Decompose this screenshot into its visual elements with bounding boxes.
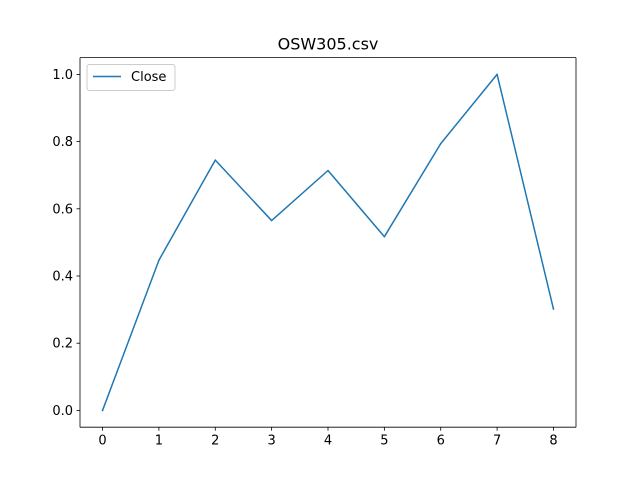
x-tick-label: 6 xyxy=(437,434,445,449)
x-tick-label: 3 xyxy=(267,434,275,449)
data-point xyxy=(158,259,160,261)
y-tick-label: 0.6 xyxy=(52,202,73,217)
x-tick-label: 8 xyxy=(549,434,557,449)
x-tick-label: 1 xyxy=(155,434,163,449)
data-point xyxy=(270,219,273,222)
plot-frame xyxy=(79,57,577,428)
y-tick-label: 1.0 xyxy=(52,68,73,83)
legend: Close xyxy=(86,64,176,91)
x-tick-label: 0 xyxy=(98,434,106,449)
plot-area xyxy=(80,57,576,428)
y-tick-label: 0.2 xyxy=(52,337,73,352)
x-tick-label: 5 xyxy=(380,434,388,449)
chart-title: OSW305.csv xyxy=(278,35,379,54)
y-axis: 0.0 0.2 0.4 0.6 0.8 1.0 xyxy=(52,68,80,419)
x-tick-label: 4 xyxy=(324,434,332,449)
data-point xyxy=(327,169,329,172)
series-layer xyxy=(101,73,555,412)
data-point xyxy=(214,159,217,161)
legend-box xyxy=(86,64,176,91)
legend-label: Close xyxy=(131,70,166,85)
data-point xyxy=(496,73,498,76)
data-point xyxy=(552,308,555,310)
x-tick-label: 7 xyxy=(493,434,501,449)
y-tick-label: 0.8 xyxy=(52,135,73,150)
x-tick-label: 2 xyxy=(211,434,219,449)
data-point xyxy=(101,409,104,412)
y-tick-label: 0.0 xyxy=(52,404,73,419)
x-axis: 0 1 2 3 4 5 6 7 8 xyxy=(98,427,558,449)
data-point xyxy=(439,142,442,145)
y-tick-label: 0.4 xyxy=(52,270,73,285)
data-point xyxy=(383,235,386,238)
